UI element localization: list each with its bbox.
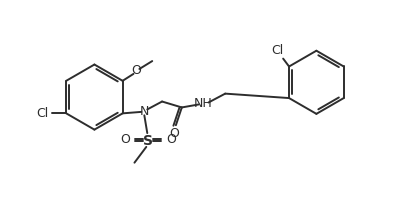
Text: NH: NH [194, 97, 213, 110]
Text: S: S [143, 134, 153, 148]
Text: O: O [166, 133, 176, 146]
Text: Cl: Cl [271, 44, 283, 57]
Text: O: O [121, 133, 131, 146]
Text: N: N [140, 105, 149, 118]
Text: Cl: Cl [37, 107, 49, 120]
Text: O: O [169, 127, 179, 140]
Text: O: O [131, 64, 141, 77]
